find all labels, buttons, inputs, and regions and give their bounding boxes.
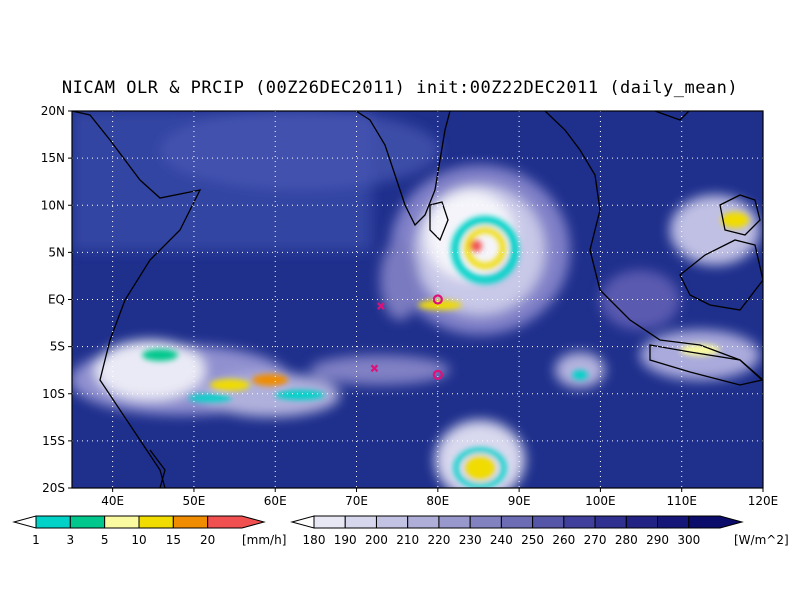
lat-label: 10S xyxy=(42,387,65,401)
lat-label: 10N xyxy=(41,198,65,212)
colorbar-label: 180 xyxy=(303,533,326,547)
precip-field xyxy=(142,212,749,488)
lat-label: 20N xyxy=(41,104,65,118)
colorbar-label: 190 xyxy=(334,533,357,547)
coastlines xyxy=(72,111,763,488)
colorbar-swatch xyxy=(375,515,409,529)
colorbar-swatch xyxy=(69,515,106,529)
center-circle-marker xyxy=(432,369,443,380)
lon-label: 120E xyxy=(748,494,779,508)
colorbar-swatch xyxy=(657,515,690,529)
lat-label: 15S xyxy=(42,434,65,448)
lon-label: 70E xyxy=(345,494,368,508)
colorbar-label: 210 xyxy=(396,533,419,547)
colorbar-swatch xyxy=(532,515,565,529)
lat-label: 5N xyxy=(48,245,65,259)
colorbar-unit: [mm/h] xyxy=(242,533,286,547)
colorbar-swatch xyxy=(138,515,174,529)
colorbar-left-arrow xyxy=(12,515,37,529)
lon-label: 90E xyxy=(508,494,531,508)
colorbar-swatch xyxy=(313,515,346,529)
colorbar-swatch xyxy=(594,515,627,529)
lat-label: 5S xyxy=(50,340,65,354)
lon-label: 100E xyxy=(585,494,616,508)
lon-label: 110E xyxy=(666,494,697,508)
lon-label: 80E xyxy=(426,494,449,508)
colorbar-label: 20 xyxy=(200,533,215,547)
colorbar-label: 220 xyxy=(427,533,450,547)
colorbar-label: 280 xyxy=(615,533,638,547)
map-plot-area xyxy=(72,111,763,488)
colorbar-label: 15 xyxy=(166,533,181,547)
lon-label: 50E xyxy=(183,494,206,508)
colorbar-label: 1 xyxy=(32,533,40,547)
colorbar-swatch xyxy=(35,515,71,529)
map-axes: 20N 15N 10N 5N EQ 5S 10S 15S 20S 40E 50E 60E 70E 80E 9… xyxy=(41,104,779,508)
precip-colorbar: 1 3 5 10 15 20 [mm/h] xyxy=(12,515,286,547)
colorbar-unit: [W/m^2] xyxy=(734,533,789,547)
colorbar-label: 270 xyxy=(584,533,607,547)
colorbar-swatch xyxy=(563,515,596,529)
center-circle-marker xyxy=(432,294,443,305)
colorbar-label: 240 xyxy=(490,533,513,547)
colorbar-label: 300 xyxy=(677,533,700,547)
colorbar-label: 230 xyxy=(459,533,482,547)
colorbar-label: 10 xyxy=(131,533,146,547)
lat-label: 15N xyxy=(41,151,65,165)
colorbar-label: 250 xyxy=(521,533,544,547)
colorbar-left-arrow xyxy=(290,515,315,529)
colorbar-swatch xyxy=(469,515,502,529)
colorbar-swatch xyxy=(407,515,440,529)
map-markers xyxy=(370,294,443,380)
lon-label: 40E xyxy=(101,494,124,508)
colorbar-label: 5 xyxy=(101,533,109,547)
colorbar-swatch xyxy=(344,515,377,529)
center-cross-marker xyxy=(377,302,385,310)
colorbar-label: 290 xyxy=(646,533,669,547)
colorbar-swatch xyxy=(172,515,209,529)
colorbar-swatch xyxy=(104,515,140,529)
colorbar-label: 3 xyxy=(67,533,75,547)
colorbar-label: 260 xyxy=(552,533,575,547)
colorbar-swatch xyxy=(625,515,659,529)
lat-label: EQ xyxy=(48,293,65,307)
colorbar-swatch xyxy=(438,515,471,529)
map-title: NICAM OLR & PRCIP (00Z26DEC2011) init:00… xyxy=(61,78,739,98)
lat-label: 20S xyxy=(42,481,65,495)
colorbar-swatch xyxy=(500,515,534,529)
colorbar-label: 200 xyxy=(365,533,388,547)
map-grid xyxy=(72,111,763,488)
olr-colorbar: 180 190 200 210 220 230 240 250 260 270 280 290 300 [… xyxy=(290,515,789,547)
center-cross-marker xyxy=(370,364,379,373)
colorbar-swatch xyxy=(688,515,744,529)
colorbar-swatch xyxy=(207,515,266,529)
lon-label: 60E xyxy=(264,494,287,508)
